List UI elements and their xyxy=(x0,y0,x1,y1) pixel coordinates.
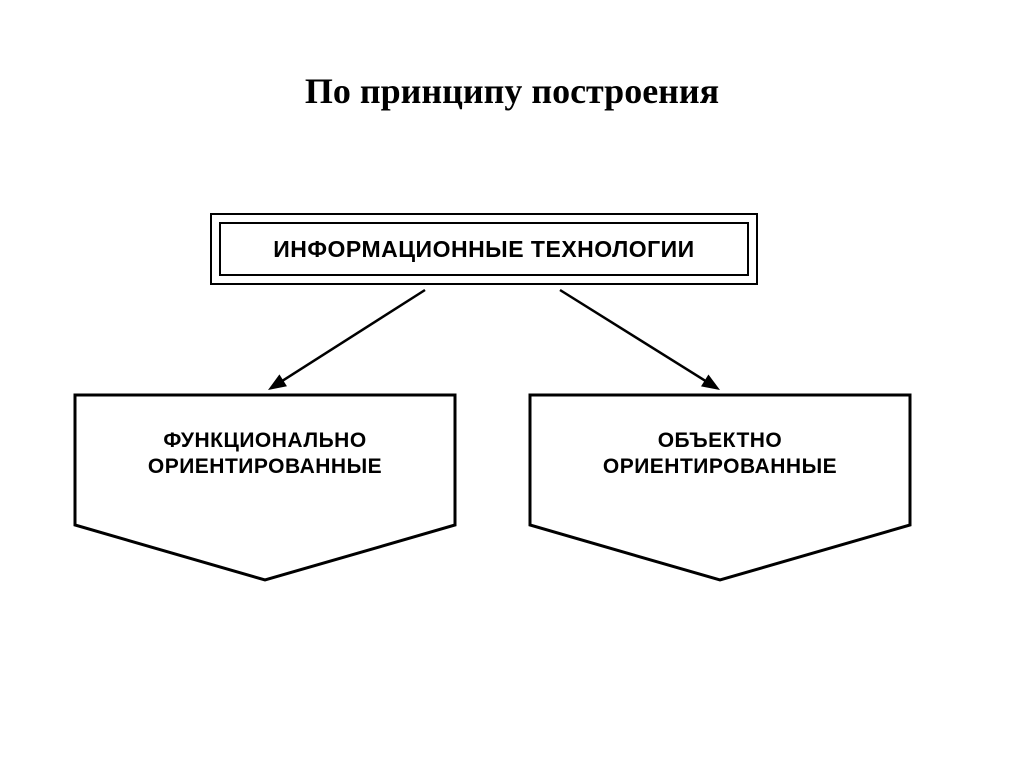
top-box: ИНФОРМАЦИОННЫЕ ТЕХНОЛОГИИ xyxy=(219,222,749,276)
arrow-right xyxy=(0,0,1024,767)
pentagon-right-line2: ОРИЕНТИРОВАННЫЕ xyxy=(603,455,837,478)
pentagon-left-label: ФУНКЦИОНАЛЬНО ОРИЕНТИРОВАННЫЕ xyxy=(75,428,455,481)
diagram-canvas: По принципу построения ИНФОРМАЦИОННЫЕ ТЕ… xyxy=(0,0,1024,767)
pentagon-left-line1: ФУНКЦИОНАЛЬНО xyxy=(163,429,366,452)
pentagon-right-line1: ОБЪЕКТНО xyxy=(658,429,783,452)
pentagon-left xyxy=(72,392,458,583)
diagram-title: По принципу построения xyxy=(0,70,1024,112)
arrow-left xyxy=(0,0,1024,767)
pentagon-right-label: ОБЪЕКТНО ОРИЕНТИРОВАННЫЕ xyxy=(530,428,910,481)
pentagon-right xyxy=(527,392,913,583)
pentagon-left-line2: ОРИЕНТИРОВАННЫЕ xyxy=(148,455,382,478)
top-box-label: ИНФОРМАЦИОННЫЕ ТЕХНОЛОГИИ xyxy=(273,236,694,263)
